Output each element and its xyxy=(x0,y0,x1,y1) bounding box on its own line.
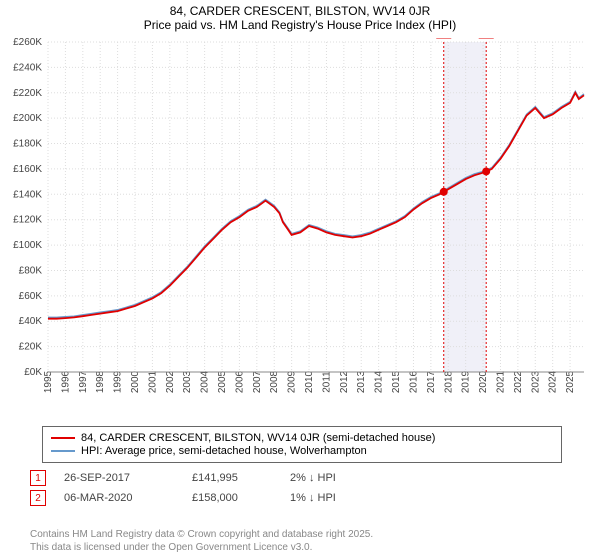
svg-text:£120K: £120K xyxy=(13,215,42,226)
svg-text:£40K: £40K xyxy=(19,316,43,327)
svg-text:£140K: £140K xyxy=(13,189,42,200)
marker-row: 1 26-SEP-2017 £141,995 2% ↓ HPI xyxy=(30,470,336,486)
svg-text:£180K: £180K xyxy=(13,139,42,150)
svg-text:£0K: £0K xyxy=(24,367,42,378)
svg-text:2023: 2023 xyxy=(530,370,541,393)
chart-container: { "title": "84, CARDER CRESCENT, BILSTON… xyxy=(0,0,600,560)
marker-price: £141,995 xyxy=(192,472,272,484)
svg-text:2002: 2002 xyxy=(165,370,176,393)
svg-text:2001: 2001 xyxy=(147,370,158,393)
svg-text:2010: 2010 xyxy=(304,370,315,393)
svg-text:£100K: £100K xyxy=(13,240,42,251)
svg-text:2017: 2017 xyxy=(426,370,437,393)
svg-text:2008: 2008 xyxy=(269,370,280,393)
svg-text:2000: 2000 xyxy=(130,370,141,393)
svg-text:1998: 1998 xyxy=(95,370,106,393)
legend-label: 84, CARDER CRESCENT, BILSTON, WV14 0JR (… xyxy=(81,432,435,444)
svg-text:£20K: £20K xyxy=(19,342,43,353)
svg-text:2005: 2005 xyxy=(217,370,228,393)
svg-text:2006: 2006 xyxy=(234,370,245,393)
legend-item: HPI: Average price, semi-detached house,… xyxy=(51,445,553,457)
svg-text:2004: 2004 xyxy=(200,370,211,393)
footer-line: This data is licensed under the Open Gov… xyxy=(30,542,373,555)
legend: 84, CARDER CRESCENT, BILSTON, WV14 0JR (… xyxy=(42,426,562,463)
marker-date: 26-SEP-2017 xyxy=(64,472,174,484)
svg-text:2024: 2024 xyxy=(548,370,559,393)
svg-text:1995: 1995 xyxy=(43,370,54,393)
legend-item: 84, CARDER CRESCENT, BILSTON, WV14 0JR (… xyxy=(51,432,553,444)
svg-text:1997: 1997 xyxy=(78,370,89,393)
svg-text:£240K: £240K xyxy=(13,62,42,73)
svg-text:2009: 2009 xyxy=(287,370,298,393)
svg-text:2019: 2019 xyxy=(461,370,472,393)
svg-text:2015: 2015 xyxy=(391,370,402,393)
chart-subtitle: Price paid vs. HM Land Registry's House … xyxy=(0,18,600,36)
marker-number-box: 1 xyxy=(30,470,46,486)
marker-row: 2 06-MAR-2020 £158,000 1% ↓ HPI xyxy=(30,490,336,506)
svg-text:2016: 2016 xyxy=(408,370,419,393)
svg-text:£220K: £220K xyxy=(13,88,42,99)
footer-line: Contains HM Land Registry data © Crown c… xyxy=(30,529,373,542)
svg-text:£60K: £60K xyxy=(19,291,43,302)
svg-text:2003: 2003 xyxy=(182,370,193,393)
svg-text:2013: 2013 xyxy=(356,370,367,393)
svg-text:£260K: £260K xyxy=(13,38,42,48)
svg-text:£160K: £160K xyxy=(13,164,42,175)
svg-text:£200K: £200K xyxy=(13,113,42,124)
chart-title: 84, CARDER CRESCENT, BILSTON, WV14 0JR xyxy=(0,0,600,18)
svg-text:2022: 2022 xyxy=(513,370,524,393)
marker-hpi: 1% ↓ HPI xyxy=(290,492,336,504)
legend-swatch xyxy=(51,437,75,439)
chart-plot: £0K £20K £40K £60K £80K £100K £120K £140K £160K £… xyxy=(0,38,600,418)
svg-text:1996: 1996 xyxy=(60,370,71,393)
svg-text:2012: 2012 xyxy=(339,370,350,393)
marker-price: £158,000 xyxy=(192,492,272,504)
svg-text:2025: 2025 xyxy=(565,370,576,393)
footer: Contains HM Land Registry data © Crown c… xyxy=(30,529,373,554)
marker-number-box: 2 xyxy=(30,490,46,506)
legend-label: HPI: Average price, semi-detached house,… xyxy=(81,445,367,457)
svg-text:1999: 1999 xyxy=(113,370,124,393)
svg-text:£80K: £80K xyxy=(19,265,43,276)
svg-text:2011: 2011 xyxy=(321,371,332,393)
marker-date: 06-MAR-2020 xyxy=(64,492,174,504)
svg-text:2007: 2007 xyxy=(252,370,263,393)
svg-text:2014: 2014 xyxy=(374,370,385,393)
marker-table: 1 26-SEP-2017 £141,995 2% ↓ HPI 2 06-MAR… xyxy=(30,470,336,510)
svg-text:2018: 2018 xyxy=(443,370,454,393)
svg-text:2020: 2020 xyxy=(478,370,489,393)
marker-hpi: 2% ↓ HPI xyxy=(290,472,336,484)
legend-swatch xyxy=(51,450,75,452)
svg-text:2021: 2021 xyxy=(495,370,506,393)
